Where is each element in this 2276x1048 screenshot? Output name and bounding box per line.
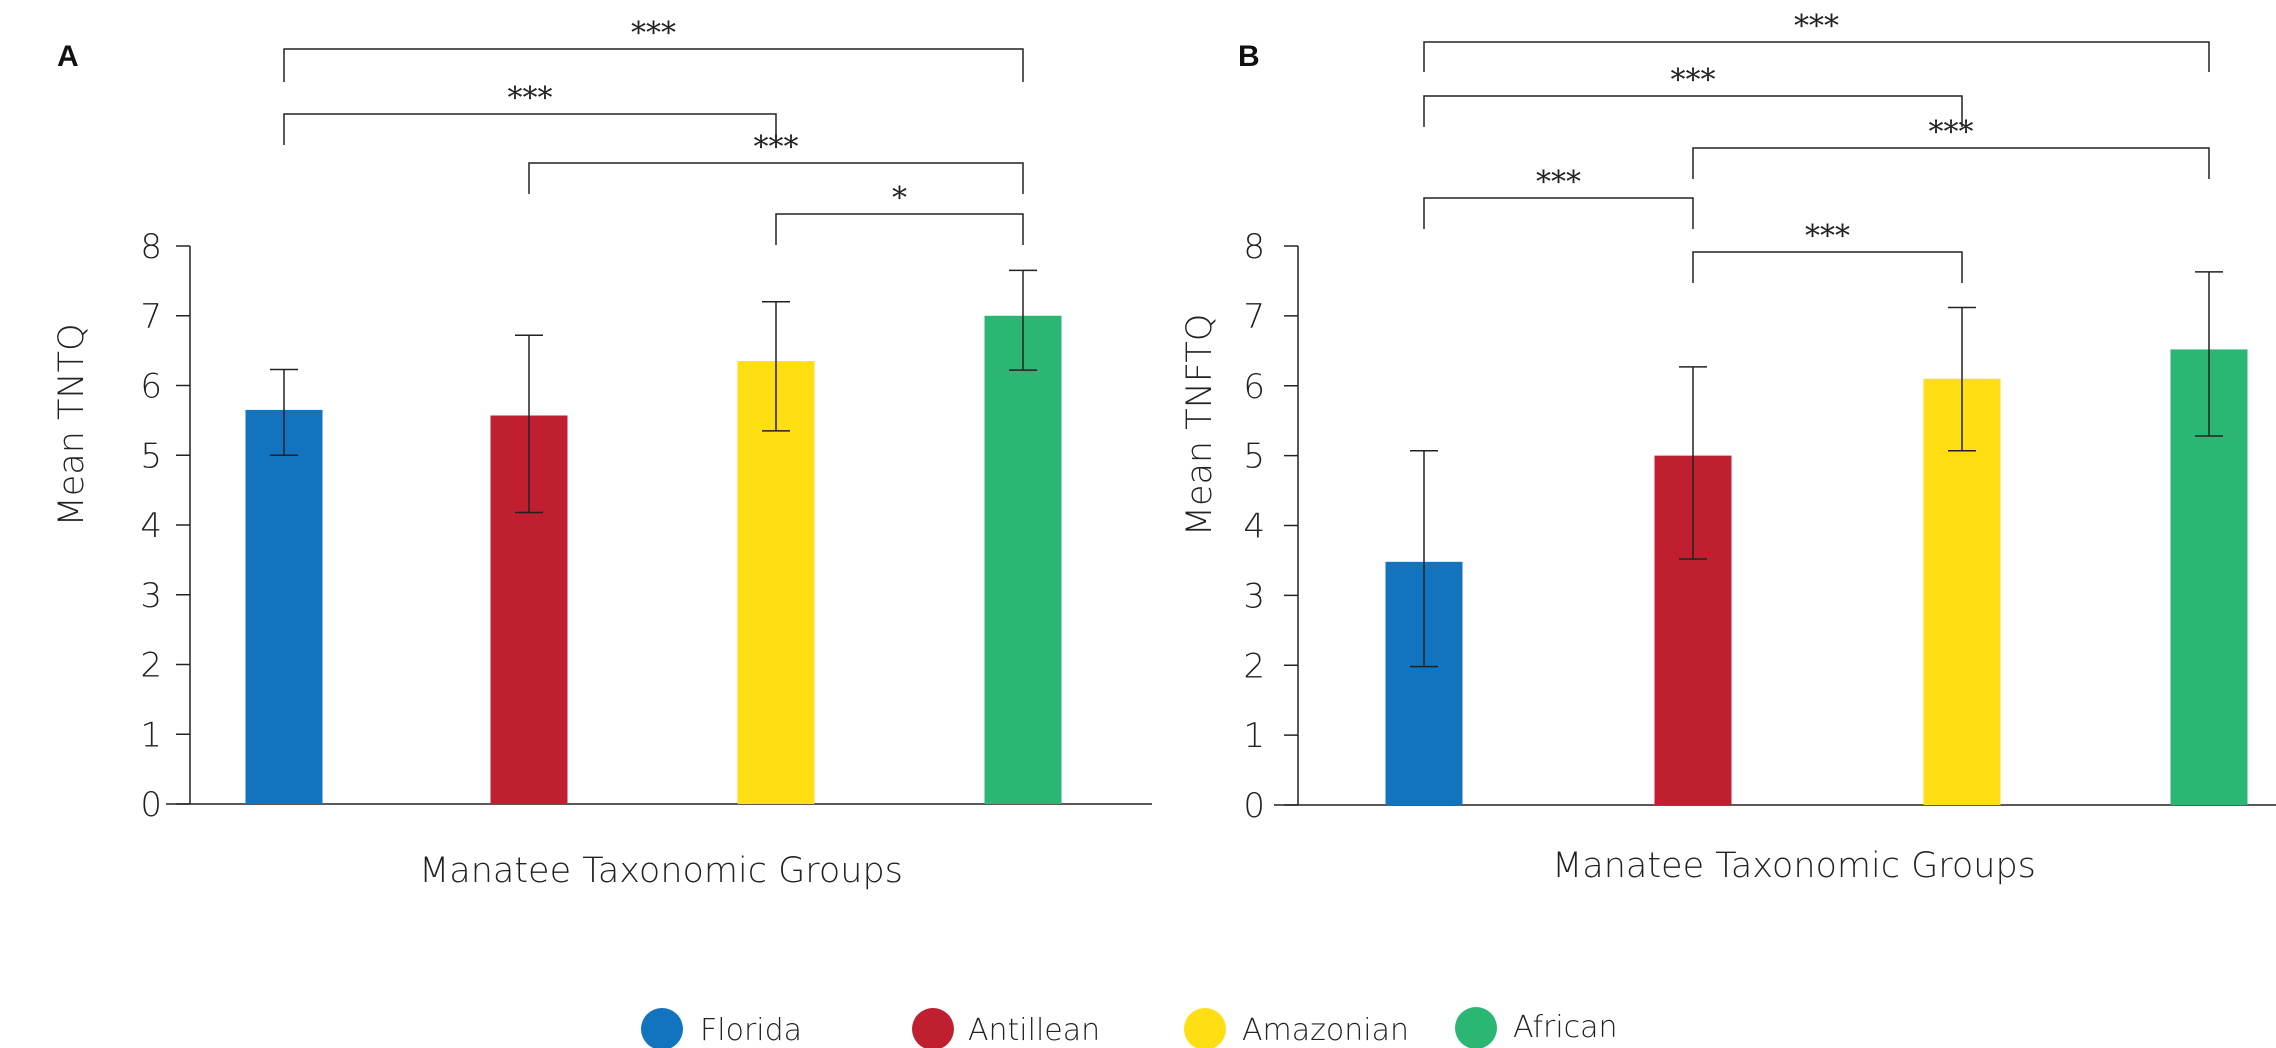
panel-b-y-tick-label-3: 3 <box>1243 576 1265 616</box>
panel-b-significance-antillean-amazonian-bracket <box>1692 251 1963 283</box>
panel-b-significance-antillean-amazonian-label: *** <box>1805 219 1850 254</box>
panel-a-error-bar-african <box>1009 269 1037 371</box>
panel-b-error-bar-african <box>2195 271 2223 437</box>
panel-b-significance-florida-african-bracket <box>1423 41 2210 72</box>
panel-a-bar-florida <box>245 409 323 804</box>
panel-a-significance-antillean-african-label: *** <box>754 130 799 165</box>
panel-b-significance-florida-amazonian-bracket <box>1423 95 1963 127</box>
legend-label-african: African <box>1513 1010 1618 1045</box>
panel-a-y-tick-label-7: 7 <box>140 297 162 337</box>
panel-b-y-tick-label-6: 6 <box>1243 367 1265 407</box>
legend-item-florida: Florida <box>641 1008 802 1048</box>
legend: Florida Antillean Amazonian African <box>641 1007 1618 1048</box>
panel-b-significance-antillean-african-label: *** <box>1929 115 1974 150</box>
panel-b-y-tick-label-1: 1 <box>1243 716 1265 756</box>
panel-b-error-bar-antillean <box>1679 366 1707 560</box>
panel-a-error-bar-amazonian <box>762 301 790 432</box>
panel-a-y-tick-label-4: 4 <box>140 506 162 546</box>
legend-swatch-african <box>1455 1007 1497 1048</box>
panel-a-significance-florida-african-label: *** <box>631 16 676 51</box>
panel-b-significance-antillean-african-bracket <box>1692 147 2210 179</box>
panel-b-y-tick-label-8: 8 <box>1243 227 1265 267</box>
legend-swatch-florida <box>641 1008 683 1048</box>
panel-a-y-tick-label-5: 5 <box>140 436 162 476</box>
panel-a-significance-amazonian-african-bracket <box>775 213 1024 245</box>
panel-b-y-tick-label-2: 2 <box>1243 646 1265 686</box>
panel-a-y-tick-label-0: 0 <box>140 785 162 825</box>
panel-a-letter: A <box>57 40 79 73</box>
panel-a-significance-antillean-african-bracket <box>528 162 1024 194</box>
panel-a-error-bar-florida <box>270 368 298 456</box>
panel-b-y-tick-label-4: 4 <box>1243 507 1265 547</box>
panel-a-bar-amazonian <box>737 361 815 804</box>
legend-swatch-amazonian <box>1184 1008 1226 1048</box>
panel-b-significance-florida-african-label: *** <box>1794 9 1839 44</box>
chart-panel-a: A Mean TNTQ Manatee Taxonomic Groups 0 1 2… <box>52 16 1152 891</box>
panel-b-significance-florida-antillean-label: *** <box>1536 165 1581 200</box>
legend-label-amazonian: Amazonian <box>1242 1013 1409 1048</box>
panel-a-y-tick-label-2: 2 <box>140 646 162 686</box>
panel-a-y-tick-label-1: 1 <box>140 715 162 755</box>
panel-a-significance-amazonian-african-label: * <box>892 181 907 216</box>
legend-item-antillean: Antillean <box>912 1008 1100 1048</box>
panel-a-significance-florida-african-bracket <box>283 48 1024 82</box>
panel-a-error-bar-antillean <box>515 334 543 514</box>
panel-a-significance-florida-amazonian-bracket <box>283 113 777 145</box>
panel-b-y-tick-label-0: 0 <box>1243 786 1265 826</box>
panel-a-y-tick-label-6: 6 <box>140 367 162 407</box>
panel-b-error-bar-florida <box>1410 449 1438 668</box>
panel-a-x-axis-title: Manatee Taxonomic Groups <box>419 851 903 891</box>
legend-label-florida: Florida <box>700 1013 802 1048</box>
legend-item-amazonian: Amazonian <box>1184 1008 1409 1048</box>
panel-a-y-tick-label-8: 8 <box>140 227 162 267</box>
legend-label-antillean: Antillean <box>968 1013 1100 1048</box>
panel-b-y-tick-label-5: 5 <box>1243 437 1265 477</box>
panel-a-y-axis-title: Mean TNTQ <box>52 324 92 527</box>
chart-panel-b: B Mean TNFTQ Manatee Taxonomic Groups 0 1… <box>1180 9 2276 886</box>
panel-b-y-axis-title: Mean TNFTQ <box>1180 314 1220 537</box>
panel-b-significance-florida-antillean-bracket <box>1423 197 1694 229</box>
panel-b-letter: B <box>1238 40 1260 73</box>
panel-b-x-axis-title: Manatee Taxonomic Groups <box>1552 846 2036 886</box>
panel-a-y-tick-label-3: 3 <box>140 576 162 616</box>
panel-b-significance-florida-amazonian-label: *** <box>1671 63 1716 98</box>
panel-a-significance-florida-amazonian-label: *** <box>508 81 553 116</box>
legend-swatch-antillean <box>912 1008 954 1048</box>
panel-a-bar-african <box>984 315 1062 804</box>
legend-item-african: African <box>1455 1007 1618 1048</box>
panel-b-error-bar-amazonian <box>1948 306 1976 452</box>
panel-b-y-tick-label-7: 7 <box>1243 297 1265 337</box>
